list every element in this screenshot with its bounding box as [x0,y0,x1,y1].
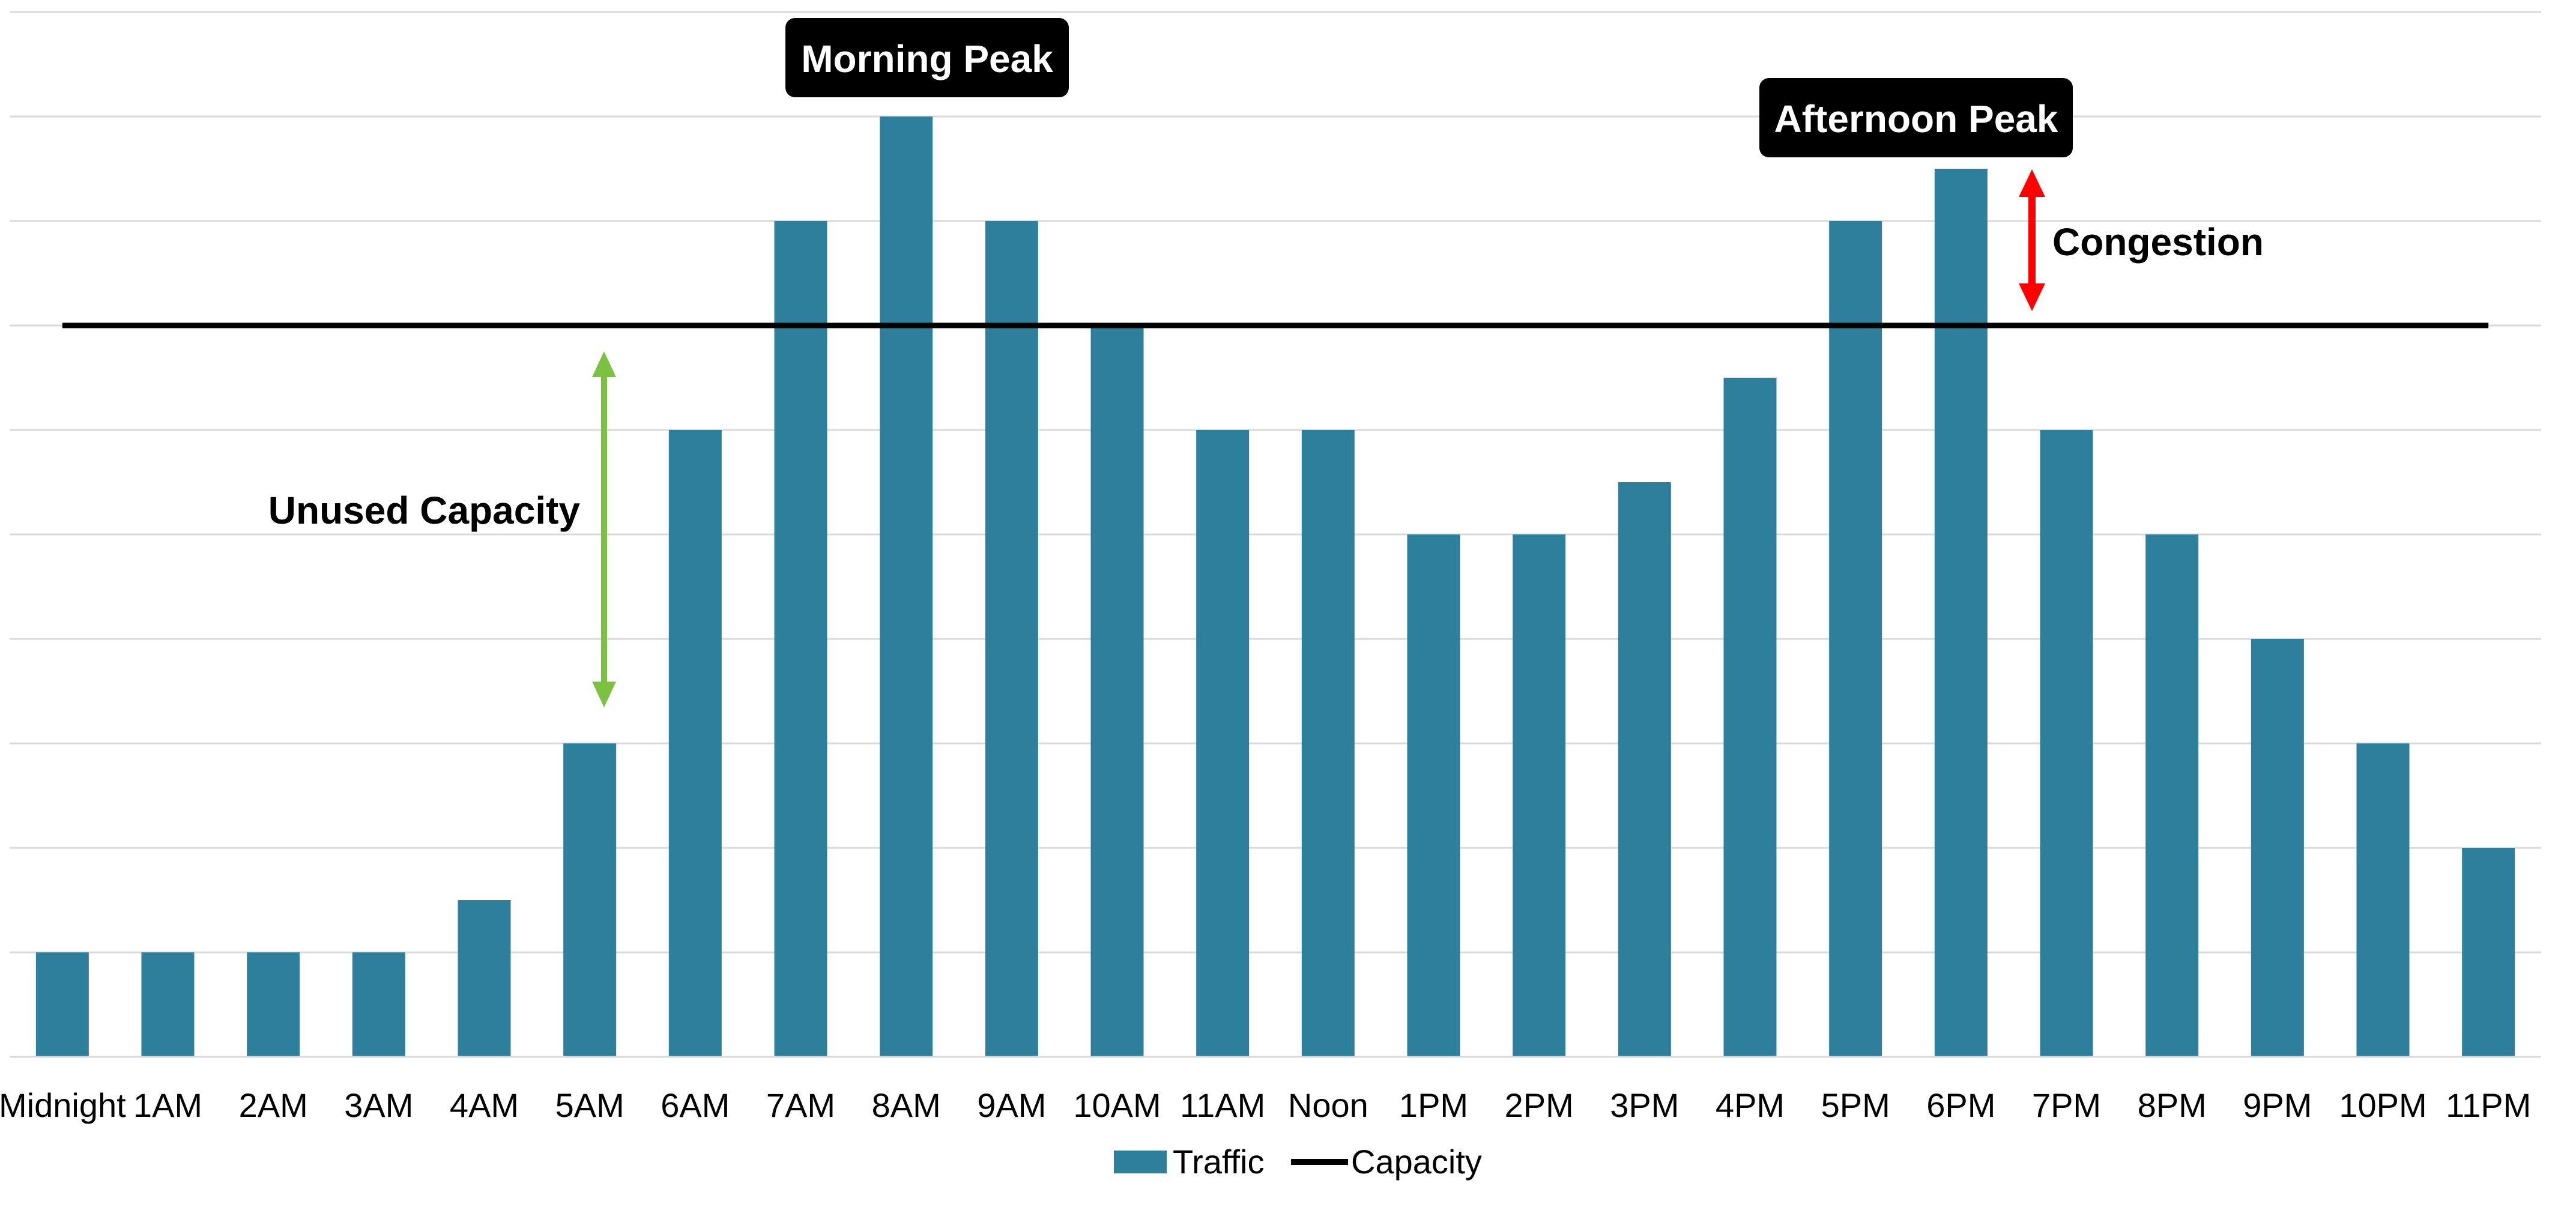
traffic-bar-6pm [1934,169,1988,1057]
traffic-bars [35,116,2515,1057]
unused-capacity-arrow-head-down [592,682,616,707]
x-tick-label: 10PM [2339,1086,2426,1124]
x-tick-label: 8AM [872,1086,941,1124]
x-tick-label: 5AM [555,1086,624,1124]
congestion-annotation: Congestion [2019,169,2264,311]
afternoon-peak-label: Afternoon Peak [1774,97,2058,141]
legend: Traffic Capacity [1114,1143,1482,1181]
traffic-bar-9am [985,221,1038,1057]
x-tick-label: 6PM [1926,1086,1995,1124]
traffic-bar-3pm [1618,482,1671,1057]
legend-label-capacity: Capacity [1351,1143,1482,1181]
legend-item-capacity: Capacity [1291,1143,1482,1181]
afternoon-peak-box [1759,78,2073,157]
traffic-bar-6am [668,430,722,1057]
traffic-bar-8pm [2145,534,2199,1057]
traffic-bar-10pm [2356,743,2410,1057]
x-tick-label: 8PM [2138,1086,2207,1124]
x-tick-label: 11PM [2446,1086,2531,1124]
x-tick-label: 1AM [133,1086,202,1124]
traffic-bar-9pm [2251,639,2304,1057]
traffic-bar-3am [352,952,405,1057]
traffic-bar-11pm [2462,848,2515,1057]
traffic-bar-4am [458,900,511,1057]
traffic-bar-2pm [1513,534,1566,1057]
x-tick-label: 1PM [1399,1086,1468,1124]
legend-swatch-traffic [1114,1151,1167,1173]
x-tick-label: 4PM [1716,1086,1785,1124]
traffic-bar-8am [880,116,933,1057]
traffic-bar-midnight [35,952,89,1057]
traffic-bar-7pm [2040,430,2093,1057]
traffic-bar-1am [141,952,195,1057]
morning-peak-box [785,18,1069,97]
unused-capacity-annotation: Unused Capacity [268,351,616,707]
traffic-bar-4pm [1723,378,1777,1057]
x-tick-label: 2PM [1505,1086,1574,1124]
afternoon-peak-callout: Afternoon Peak [1759,78,2073,157]
traffic-bar-1pm [1407,534,1460,1057]
x-tick-label: 2AM [239,1086,308,1124]
x-tick-label: 11AM [1180,1086,1265,1124]
congestion-label: Congestion [2052,220,2264,264]
traffic-bar-7am [774,221,827,1057]
x-tick-label: 3PM [1610,1086,1679,1124]
x-tick-label: Midnight [0,1086,126,1124]
x-tick-label: 7PM [2032,1086,2101,1124]
legend-item-traffic: Traffic [1114,1143,1264,1181]
traffic-bar-10am [1090,325,1144,1057]
x-tick-label: 6AM [661,1086,730,1124]
traffic-bar-2am [247,952,300,1057]
morning-peak-label: Morning Peak [801,37,1053,80]
x-tick-label: 7AM [766,1086,835,1124]
morning-peak-callout: Morning Peak [785,18,1069,97]
x-tick-label: 10AM [1073,1086,1161,1124]
x-tick-label: 3AM [344,1086,413,1124]
legend-label-traffic: Traffic [1173,1143,1264,1181]
x-tick-label: 9PM [2243,1086,2312,1124]
congestion-arrow-head-up [2019,169,2045,197]
traffic-bar-noon [1301,430,1355,1057]
traffic-bar-11am [1196,430,1250,1057]
x-axis: Midnight 1AM 2AM 3AM 4AM 5AM 6AM 7AM 8AM 9AM 10AM 1… [0,1056,2541,1124]
x-tick-label: 9AM [977,1086,1046,1124]
x-tick-label: 4AM [450,1086,519,1124]
traffic-bar-5am [563,743,617,1057]
congestion-arrow-head-down [2019,283,2045,311]
unused-capacity-label: Unused Capacity [268,489,581,532]
unused-capacity-arrow-head-up [592,351,616,377]
x-tick-label: 5PM [1821,1086,1890,1124]
x-tick-label: Noon [1288,1086,1368,1124]
traffic-bar-5pm [1829,221,1882,1057]
